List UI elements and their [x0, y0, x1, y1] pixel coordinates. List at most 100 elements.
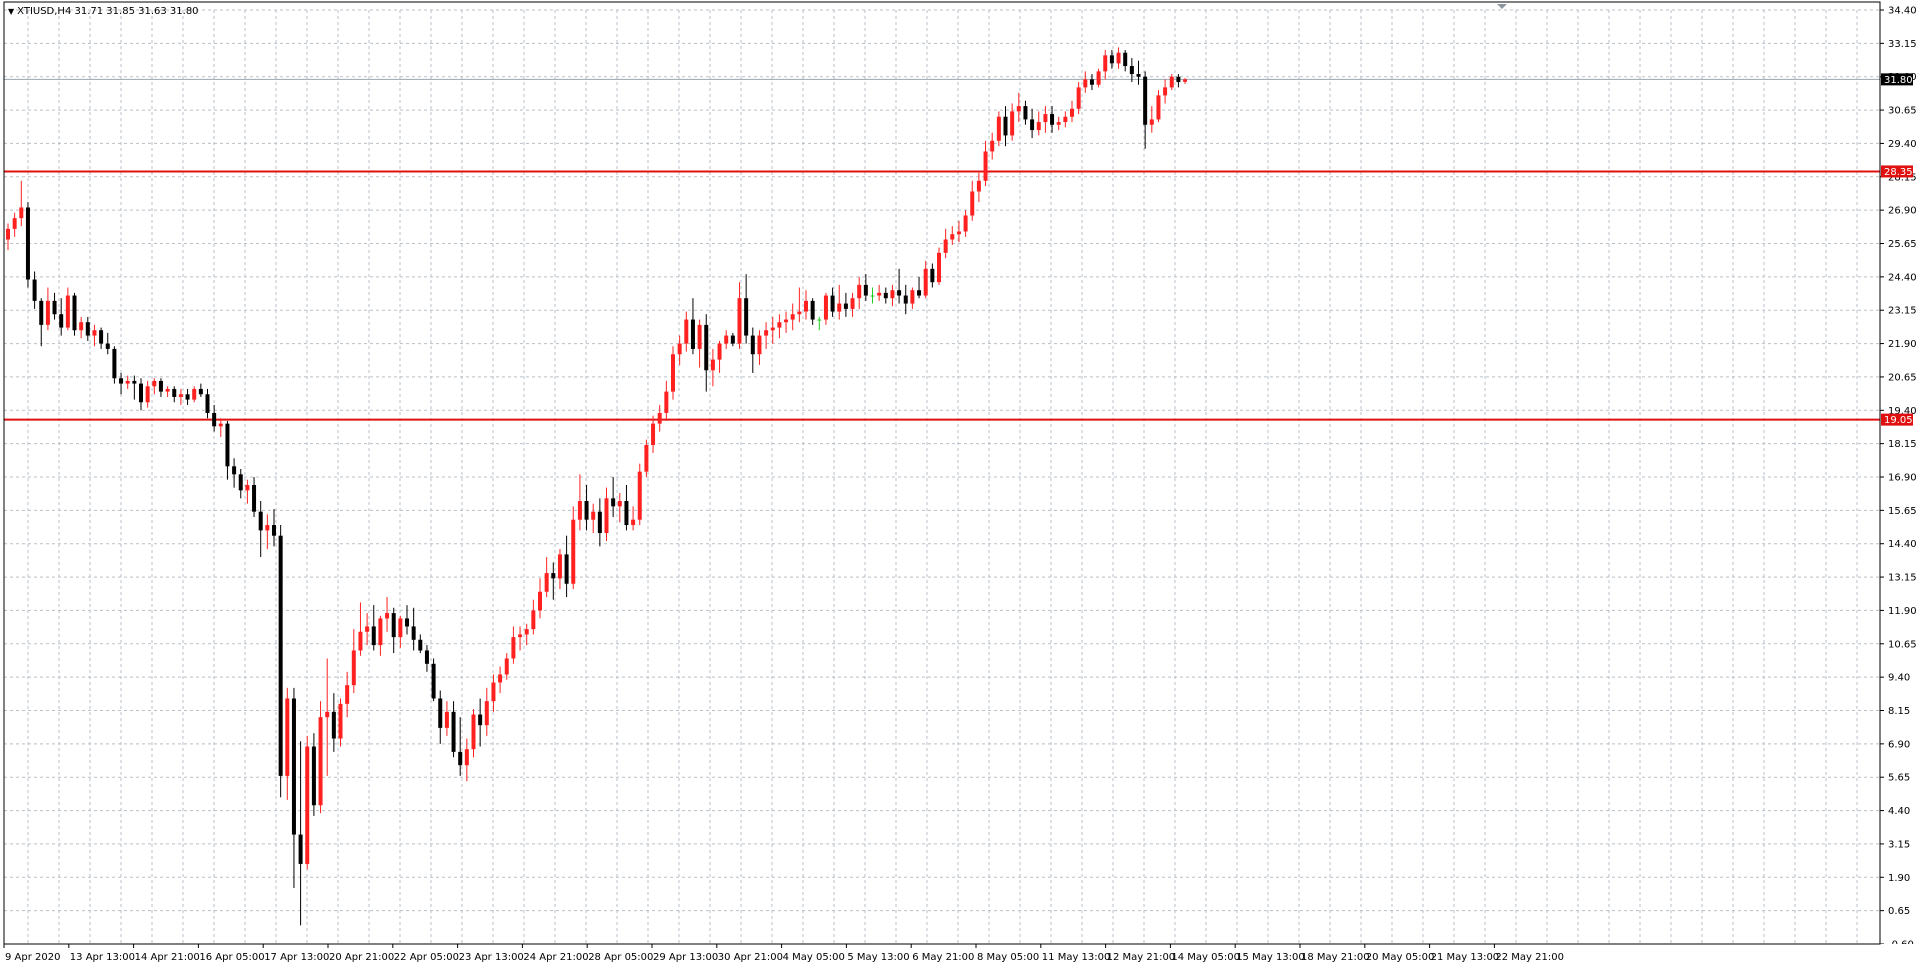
candle-body: [830, 295, 835, 312]
candle-body: [92, 330, 97, 336]
candle-body: [950, 234, 955, 240]
candle: [1036, 111, 1041, 136]
level-price-tag-bg: [1881, 165, 1913, 178]
price-tick-label: 25.65: [1888, 239, 1917, 250]
candle-body: [717, 343, 722, 360]
candle: [365, 613, 370, 646]
time-tick-label: 21 May 13:00: [1431, 952, 1500, 963]
candle-body: [132, 380, 137, 384]
candle-body: [1003, 116, 1008, 136]
candle-body: [1129, 66, 1134, 75]
candle-body: [1089, 79, 1094, 85]
candle-body: [538, 591, 542, 611]
candle-body: [970, 191, 975, 216]
candle-body: [45, 300, 50, 325]
candle-body: [750, 335, 755, 355]
candle: [1070, 100, 1074, 123]
candle-body: [797, 311, 802, 315]
candle: [145, 380, 150, 408]
candle: [1143, 71, 1148, 149]
candle-body: [405, 618, 409, 627]
candle: [418, 634, 423, 654]
candle: [890, 284, 895, 307]
price-tick-label: 0.65: [1888, 906, 1910, 917]
candle-body: [764, 330, 769, 336]
candle: [1010, 103, 1015, 141]
candle-body: [963, 215, 968, 232]
candle: [1116, 47, 1121, 69]
candle: [444, 701, 449, 736]
candle-body: [930, 268, 935, 283]
candle: [385, 597, 390, 632]
candle: [1056, 116, 1061, 131]
candle: [611, 477, 616, 518]
candle: [571, 506, 576, 590]
candle: [325, 658, 330, 776]
candle: [577, 474, 582, 531]
time-tick-label: 15 May 13:00: [1236, 952, 1305, 963]
price-tick-label: 23.15: [1888, 306, 1917, 317]
candle-body: [498, 674, 503, 683]
candle: [584, 485, 589, 531]
candle-body: [577, 501, 582, 520]
candle: [125, 375, 130, 389]
candle-body: [684, 319, 689, 344]
candle-body: [897, 290, 902, 296]
price-tick-label: 8.15: [1888, 706, 1910, 717]
candle: [504, 653, 509, 680]
symbol-info[interactable]: ▼ XTIUSD,H4 31.71 31.85 31.63 31.80: [8, 6, 199, 17]
candle: [458, 717, 463, 776]
candle-body: [571, 519, 576, 584]
candle: [544, 557, 549, 598]
price-tick-label: 20.65: [1888, 372, 1917, 383]
candle-body: [690, 319, 695, 349]
candle-body: [72, 295, 77, 331]
candle-body: [424, 650, 429, 664]
candle: [1023, 100, 1028, 125]
candle: [6, 223, 10, 251]
candle-body: [305, 746, 310, 864]
candle: [391, 607, 396, 654]
candle-body: [325, 711, 330, 718]
price-axis: 34.4033.1531.9030.6529.4028.1526.9025.65…: [1880, 0, 1920, 968]
candle-body: [1109, 55, 1114, 64]
candle: [1016, 92, 1021, 123]
candle-body: [877, 292, 882, 296]
candle: [165, 386, 170, 397]
candle: [398, 615, 403, 648]
candle-body: [438, 698, 443, 728]
price-tick-label: 28.15: [1888, 172, 1917, 183]
candle-body: [212, 412, 217, 427]
candle: [112, 346, 117, 384]
candle-body: [285, 698, 290, 776]
candle: [943, 228, 948, 259]
price-tick-label: 33.15: [1888, 39, 1917, 50]
candle: [976, 172, 981, 203]
candle-body: [591, 511, 596, 520]
collapse-triangle-icon[interactable]: ▼: [8, 7, 15, 16]
horizontal-levels[interactable]: [4, 78, 1880, 421]
time-tick-label: 9 Apr 2020: [5, 952, 60, 963]
candle-body: [291, 698, 296, 835]
candle: [1149, 106, 1154, 133]
candle-body: [252, 485, 257, 512]
candle: [298, 741, 303, 926]
candle: [737, 282, 742, 349]
candle: [119, 372, 124, 395]
candle-body: [1083, 79, 1088, 88]
candle-body: [192, 388, 197, 400]
candle-body: [119, 378, 124, 384]
candle: [724, 330, 729, 349]
candle-body: [172, 388, 177, 397]
candle-body: [418, 639, 423, 651]
candle: [478, 698, 483, 747]
candle-body: [710, 359, 715, 371]
candle-body: [1023, 106, 1028, 120]
price-tick-label: 3.15: [1888, 839, 1910, 850]
candle: [212, 404, 217, 432]
candle-body: [158, 380, 163, 392]
candle-body: [724, 335, 729, 344]
candle-body: [198, 388, 203, 395]
